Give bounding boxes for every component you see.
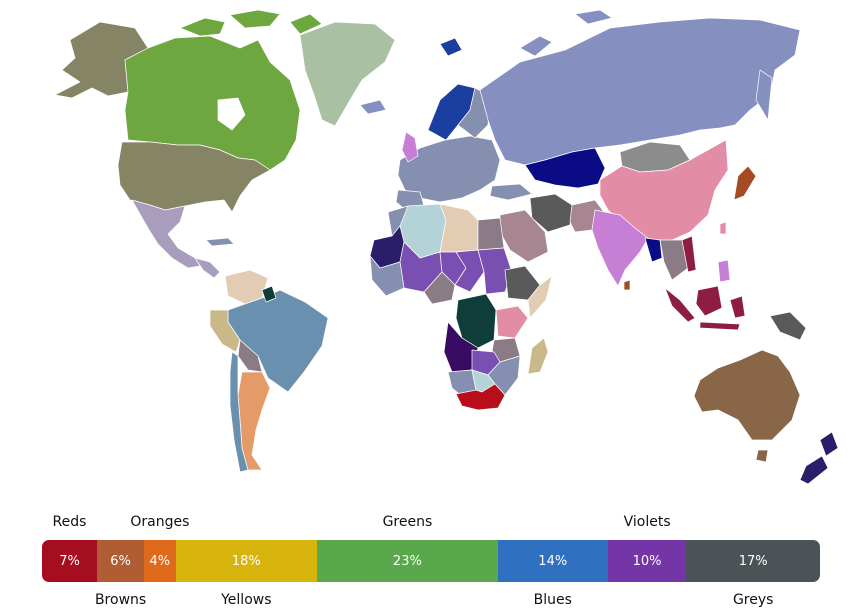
country-turkey [489,183,533,201]
bar-segment-yellows: 18% [175,540,318,582]
country-svalbard [439,37,463,57]
country-somalia [527,275,553,319]
legend-name-violets: Violets [623,514,671,530]
country-philippines [717,259,731,283]
country-australia [693,349,801,441]
country-thailand [659,239,689,281]
bar-segment-oranges: 4% [144,540,176,582]
legend-name-yellows: Yellows [221,592,272,608]
legend-name-greys: Greys [732,592,774,608]
country-cuba [205,237,235,247]
country-myanmar [644,237,663,263]
country-indonesia-sumatra [664,287,696,323]
country-sri-lanka [623,279,631,291]
country-guyana [261,285,277,303]
country-central-america [194,257,221,279]
country-alaska [54,21,149,99]
country-west-coast [369,255,405,297]
world-map [54,9,839,485]
country-russia [479,17,801,166]
country-kazakhstan [524,147,606,189]
country-egypt [477,217,505,251]
country-japan [733,165,757,201]
country-greenland [299,21,396,127]
country-kenya [495,305,529,339]
country-nigeria [423,271,456,305]
country-russia-kamchatka [755,69,773,121]
country-bolivia [237,339,263,373]
country-indonesia-borneo [695,285,723,317]
country-south-africa [455,383,506,411]
legend-name-oranges: Oranges [130,514,190,530]
country-canada-islands [179,9,323,37]
legend-name-greens: Greens [382,514,433,530]
country-papua [769,311,807,341]
country-taiwan [719,221,727,235]
bar-segment-browns: 6% [97,540,145,582]
hudson-bay [217,97,246,131]
bar-segment-blues: 14% [497,540,608,582]
bar-segment-violets: 10% [607,540,687,582]
country-chile [229,351,249,473]
country-sudan [477,247,513,295]
color-distribution-legend: Reds Oranges Greens Violets 7% 6% 4% 18% 23% 14%… [0,492,864,612]
bar-segment-reds: 7% [42,540,97,582]
color-percentage-bar: 7% 6% 4% 18% 23% 14% 10% 17% [42,540,820,582]
country-iceland [359,99,387,115]
country-drc [455,293,497,349]
legend-name-reds: Reds [52,514,87,530]
country-india [591,209,649,287]
country-uk [401,131,419,163]
country-madagascar [527,337,549,375]
legend-name-blues: Blues [533,592,572,608]
bar-segment-greens: 23% [317,540,498,582]
country-russia-islands [519,9,613,57]
country-indonesia-java [699,321,741,331]
country-indonesia-sulawesi [729,295,746,319]
country-new-zealand [799,431,839,485]
country-mexico [131,199,201,269]
country-libya [439,203,479,253]
bar-segment-greys: 17% [686,540,820,582]
country-peru [209,309,241,353]
legend-name-browns: Browns [94,592,147,608]
country-vietnam [681,235,697,273]
country-tasmania [755,449,769,463]
